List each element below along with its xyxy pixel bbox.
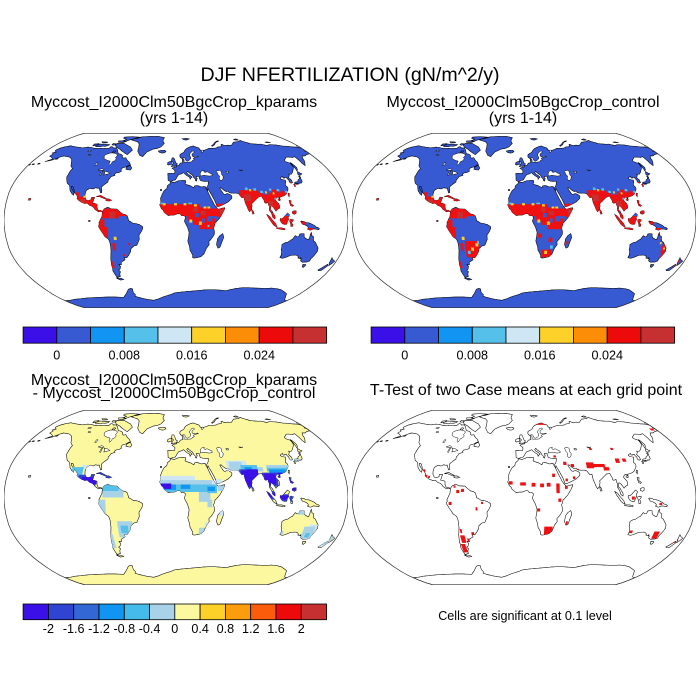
svg-text:0.024: 0.024: [591, 349, 623, 363]
svg-text:0.024: 0.024: [243, 349, 275, 363]
svg-text:2: 2: [298, 622, 305, 636]
svg-text:0.016: 0.016: [524, 349, 556, 363]
svg-text:0.008: 0.008: [109, 349, 141, 363]
svg-text:0: 0: [53, 349, 60, 363]
svg-text:1.6: 1.6: [267, 622, 285, 636]
svg-text:0.016: 0.016: [176, 349, 208, 363]
svg-text:1.2: 1.2: [242, 622, 260, 636]
svg-text:0.4: 0.4: [191, 622, 209, 636]
svg-text:0: 0: [401, 349, 408, 363]
svg-text:-2: -2: [43, 622, 54, 636]
svg-text:0.8: 0.8: [217, 622, 235, 636]
svg-text:0: 0: [171, 622, 178, 636]
svg-text:0.008: 0.008: [457, 349, 489, 363]
svg-text:-1.6: -1.6: [63, 622, 85, 636]
svg-text:-0.4: -0.4: [139, 622, 161, 636]
svg-text:-1.2: -1.2: [88, 622, 110, 636]
svg-text:-0.8: -0.8: [113, 622, 135, 636]
